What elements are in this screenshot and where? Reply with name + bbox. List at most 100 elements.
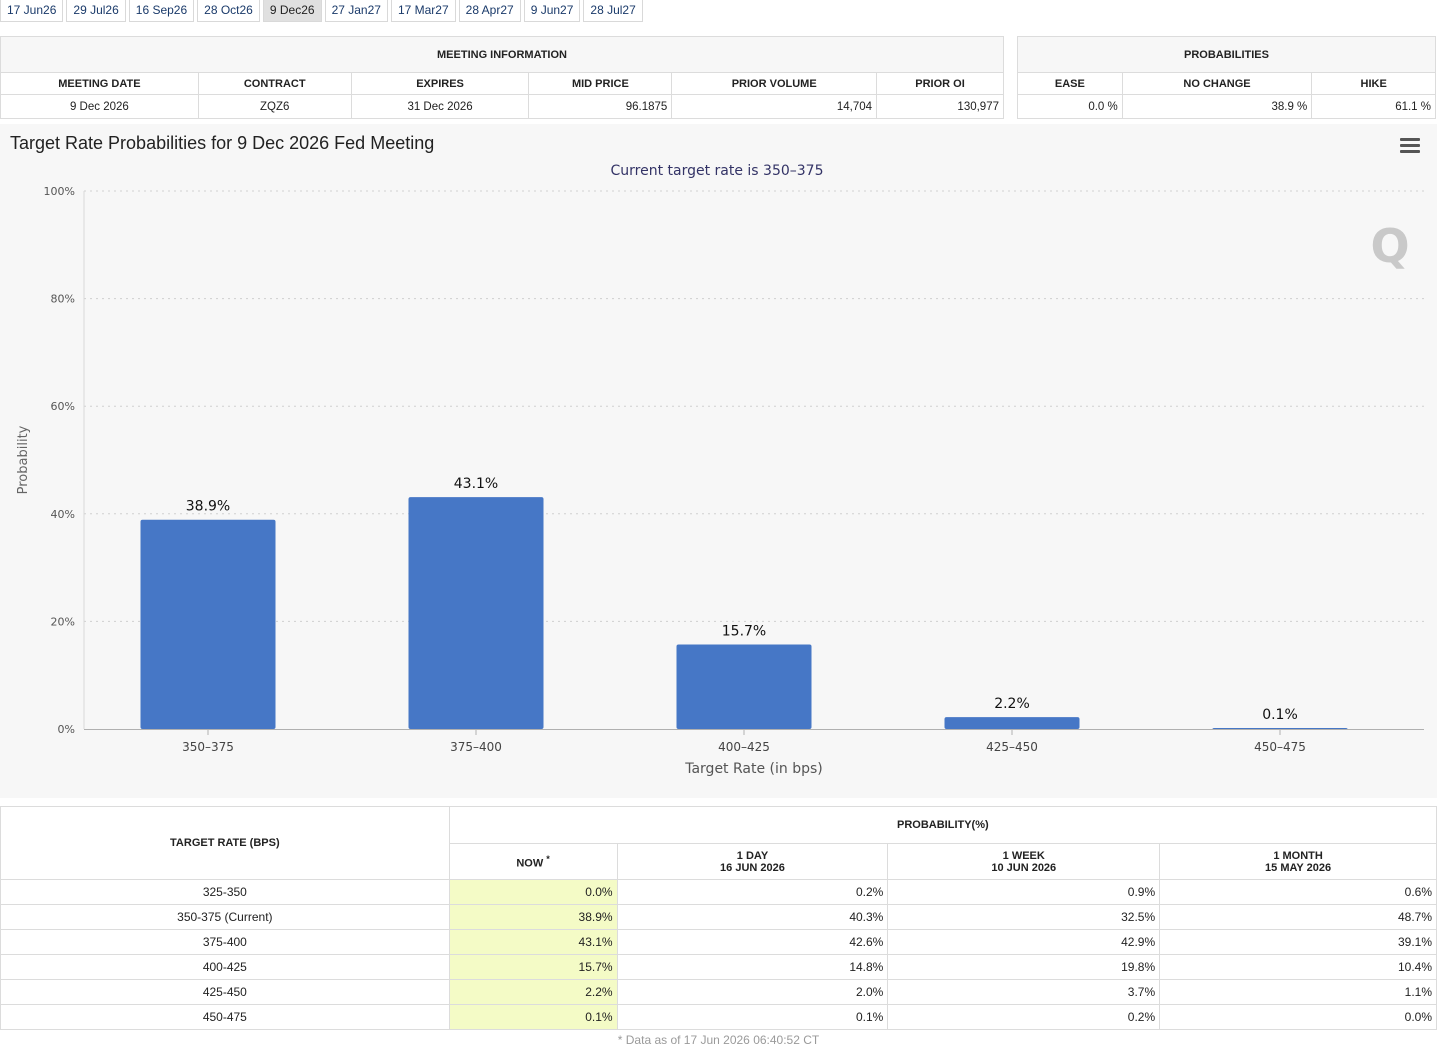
y-tick-label: 0% (58, 723, 75, 736)
one-week-cell: 3.7% (887, 979, 1161, 1005)
tab-28-jul27[interactable]: 28 Jul27 (583, 0, 643, 22)
tab-29-jul26[interactable]: 29 Jul26 (66, 0, 126, 22)
now-cell: 38.9% (448, 904, 618, 930)
now-cell: 0.0% (448, 879, 618, 905)
probability-history-table: TARGET RATE (BPS) PROBABILITY(%) NOW * 1… (0, 806, 1437, 1030)
table-row: 450-475 0.1% 0.1% 0.2% 0.0% (0, 1004, 1437, 1030)
one-month-cell: 39.1% (1159, 929, 1437, 955)
data-timestamp-footnote: * Data as of 17 Jun 2026 06:40:52 CT (617, 1033, 820, 1047)
one-month-label: 1 MONTH (1273, 849, 1323, 862)
now-cell: 0.1% (448, 1004, 618, 1030)
ease-value: 0.0 % (1017, 94, 1123, 119)
one-day-cell: 40.3% (616, 904, 889, 930)
expires-value: 31 Dec 2026 (350, 94, 530, 119)
mid-price-header: MID PRICE (528, 72, 673, 95)
target-rate-cell: 400-425 (0, 954, 450, 980)
mid-price-value: 96.1875 (528, 94, 673, 119)
one-day-header: 1 DAY 16 JUN 2026 (616, 843, 889, 880)
target-rate-cell: 425-450 (0, 979, 450, 1005)
target-rate-cell: 450-475 (0, 1004, 450, 1030)
now-cell: 15.7% (448, 954, 618, 980)
hike-header: HIKE (1311, 72, 1436, 95)
now-marker: * (546, 853, 550, 864)
no-change-header: NO CHANGE (1121, 72, 1313, 95)
tab-17-mar27[interactable]: 17 Mar27 (390, 0, 456, 22)
one-day-cell: 42.6% (616, 929, 889, 955)
one-month-cell: 0.6% (1159, 879, 1437, 905)
data-label: 43.1% (454, 476, 498, 492)
table-row: 9 Dec 2026 ZQZ6 31 Dec 2026 96.1875 14,7… (0, 94, 1004, 119)
y-tick-label: 60% (51, 400, 75, 413)
target-rate-cell: 325-350 (0, 879, 450, 905)
one-month-date: 15 MAY 2026 (1265, 861, 1332, 874)
bar (1212, 728, 1348, 729)
x-axis-title: Target Rate (in bps) (684, 761, 823, 777)
meeting-date-value: 9 Dec 2026 (0, 94, 199, 119)
one-week-header: 1 WEEK 10 JUN 2026 (887, 843, 1161, 880)
meeting-tabs: 17 Jun26 29 Jul26 16 Sep26 28 Oct26 9 De… (0, 0, 646, 23)
y-tick-label: 40% (51, 508, 75, 521)
tab-9-jun27[interactable]: 9 Jun27 (523, 0, 581, 22)
data-label: 15.7% (722, 624, 766, 640)
now-label: NOW (516, 857, 544, 870)
one-month-cell: 10.4% (1159, 954, 1437, 980)
one-month-header: 1 MONTH 15 MAY 2026 (1159, 843, 1437, 880)
probability-header: PROBABILITY(%) (448, 806, 1437, 844)
bar (676, 644, 812, 729)
meeting-information-panel: MEETING INFORMATION MEETING DATE CONTRAC… (0, 36, 1004, 119)
table-row: 350-375 (Current) 38.9% 40.3% 32.5% 48.7% (0, 904, 1437, 930)
one-week-cell: 19.8% (887, 954, 1161, 980)
hike-value: 61.1 % (1311, 94, 1436, 119)
now-cell: 2.2% (448, 979, 618, 1005)
x-tick-label: 375–400 (450, 740, 502, 754)
chart-svg: Current target rate is 350–375 Q 0% 20% 40% 6… (16, 163, 1424, 777)
table-row: 325-350 0.0% 0.2% 0.9% 0.6% (0, 879, 1437, 905)
target-rate-cell: 375-400 (0, 929, 450, 955)
one-month-cell: 48.7% (1159, 904, 1437, 930)
tab-17-jun26[interactable]: 17 Jun26 (0, 0, 64, 22)
watermark-logo: Q (1370, 219, 1409, 273)
y-tick-label: 80% (51, 293, 75, 306)
one-week-cell: 42.9% (887, 929, 1161, 955)
probability-history-panel: TARGET RATE (BPS) PROBABILITY(%) NOW * 1… (0, 806, 1437, 1030)
y-tick-label: 100% (44, 185, 75, 198)
data-label: 0.1% (1262, 707, 1298, 723)
tab-27-jan27[interactable]: 27 Jan27 (324, 0, 388, 22)
probabilities-panel: PROBABILITIES EASE NO CHANGE HIKE 0.0 % … (1017, 36, 1436, 119)
y-tick-label: 20% (51, 615, 75, 628)
contract-value: ZQZ6 (197, 94, 352, 119)
prior-oi-value: 130,977 (876, 94, 1004, 119)
one-day-label: 1 DAY (736, 849, 769, 862)
one-day-date: 16 JUN 2026 (720, 861, 785, 874)
chart-subtitle: Current target rate is 350–375 (610, 163, 823, 179)
one-week-cell: 0.9% (887, 879, 1161, 905)
tab-28-apr27[interactable]: 28 Apr27 (458, 0, 521, 22)
now-cell: 43.1% (448, 929, 618, 955)
tab-16-sep26[interactable]: 16 Sep26 (128, 0, 195, 22)
bar (140, 519, 276, 729)
hamburger-menu-icon[interactable] (1400, 138, 1420, 154)
one-day-cell: 0.2% (616, 879, 889, 905)
table-row: 425-450 2.2% 2.0% 3.7% 1.1% (0, 979, 1437, 1005)
prior-volume-header: PRIOR VOLUME (671, 72, 878, 95)
prior-oi-header: PRIOR OI (876, 72, 1004, 95)
data-label: 2.2% (994, 696, 1030, 712)
ease-header: EASE (1017, 72, 1123, 95)
table-row: 400-425 15.7% 14.8% 19.8% 10.4% (0, 954, 1437, 980)
meeting-date-header: MEETING DATE (0, 72, 199, 95)
expires-header: EXPIRES (350, 72, 530, 95)
table-row: 0.0 % 38.9 % 61.1 % (1017, 94, 1436, 119)
table-row: 375-400 43.1% 42.6% 42.9% 39.1% (0, 929, 1437, 955)
tab-28-oct26[interactable]: 28 Oct26 (197, 0, 260, 22)
one-day-cell: 14.8% (616, 954, 889, 980)
x-tick-label: 425–450 (986, 740, 1038, 754)
one-week-label: 1 WEEK (1002, 849, 1045, 862)
x-tick-label: 400–425 (718, 740, 770, 754)
now-header: NOW * (448, 843, 618, 880)
one-week-cell: 32.5% (887, 904, 1161, 930)
one-day-cell: 0.1% (616, 1004, 889, 1030)
tab-9-dec26[interactable]: 9 Dec26 (262, 0, 322, 22)
bar (408, 497, 544, 729)
one-month-cell: 1.1% (1159, 979, 1437, 1005)
bar (944, 717, 1080, 729)
